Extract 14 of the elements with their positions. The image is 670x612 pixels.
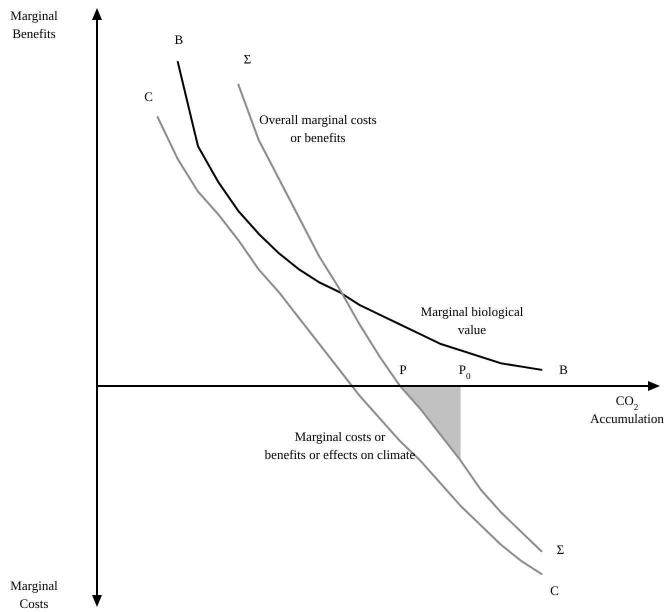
x-axis-title: CO$_{2}$ Accumulation xyxy=(590,393,664,426)
annotation: Marginal costs or benefits or effects on climate xyxy=(264,429,416,462)
annotation: Marginal biological value xyxy=(420,304,524,337)
text: Marginal Costs xyxy=(10,578,58,611)
annotation: P$_{0}$ xyxy=(458,362,471,381)
series-label: Σ xyxy=(556,542,564,558)
annotation: P xyxy=(399,362,407,377)
series-label: C xyxy=(550,582,559,598)
annotation: Overall marginal costs or benefits xyxy=(259,112,377,145)
text: C xyxy=(144,89,153,104)
text: Σ xyxy=(244,52,252,67)
series-label: B xyxy=(174,32,184,47)
text: B xyxy=(559,362,568,377)
y-axis-title: Marginal Benefits xyxy=(10,8,58,41)
